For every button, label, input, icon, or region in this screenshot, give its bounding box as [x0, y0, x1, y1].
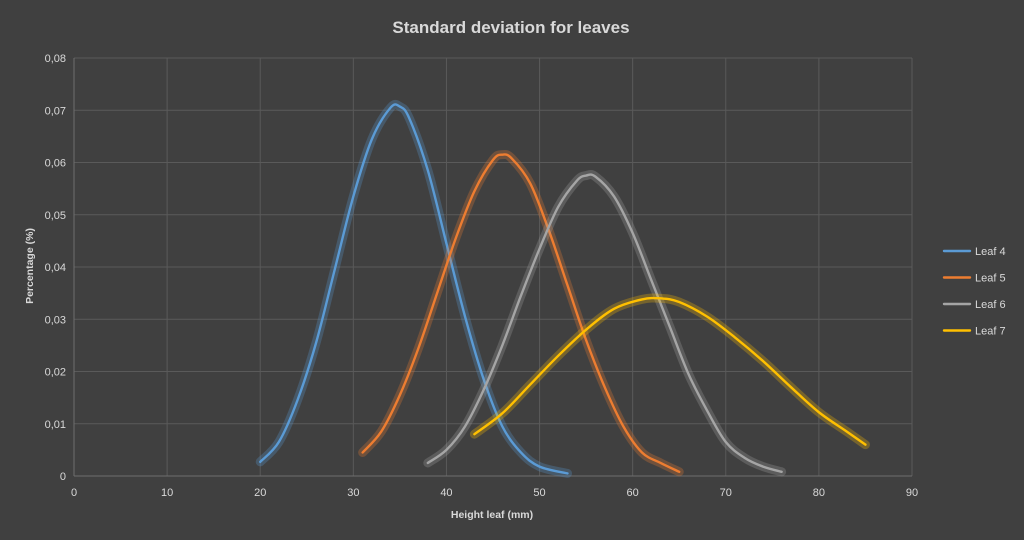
x-tick-label: 60 [627, 487, 639, 499]
series-line-leaf-7 [473, 296, 867, 446]
x-tick-label: 70 [720, 487, 732, 499]
x-tick-label: 30 [347, 487, 359, 499]
series-line-leaf-5 [361, 153, 681, 474]
x-tick-label: 50 [533, 487, 545, 499]
legend-label-leaf-6: Leaf 6 [975, 299, 1006, 311]
y-axis: 0 0,01 0,02 0,03 0,04 0,05 0,06 0,07 0,08 [45, 53, 75, 483]
y-tick-label: 0,07 [45, 105, 66, 117]
legend-label-leaf-7: Leaf 7 [975, 326, 1006, 338]
x-axis-title: Height leaf (mm) [451, 509, 533, 521]
series-line-leaf-6 [426, 173, 783, 474]
y-tick-label: 0,03 [45, 314, 66, 326]
gridlines [74, 57, 913, 476]
x-tick-label: 0 [71, 487, 77, 499]
y-tick-label: 0 [60, 471, 66, 483]
y-tick-label: 0,02 [45, 367, 66, 379]
x-tick-label: 40 [440, 487, 452, 499]
x-tick-label: 10 [161, 487, 173, 499]
series-line-leaf-4 [259, 103, 569, 475]
y-axis-title: Percentage (%) [24, 228, 36, 304]
x-tick-label: 20 [254, 487, 266, 499]
x-axis: 0 10 20 30 40 50 60 70 80 90 [71, 475, 918, 499]
y-tick-label: 0,05 [45, 210, 66, 222]
plot-series [255, 99, 870, 478]
x-tick-label: 80 [813, 487, 825, 499]
legend-label-leaf-4: Leaf 4 [975, 246, 1006, 258]
chart-title: Standard deviation for leaves [392, 18, 629, 37]
legend: Leaf 4 Leaf 5 Leaf 6 Leaf 7 [942, 246, 1006, 338]
y-tick-label: 0,01 [45, 419, 66, 431]
y-tick-label: 0,08 [45, 53, 66, 65]
legend-label-leaf-5: Leaf 5 [975, 273, 1006, 285]
y-tick-label: 0,06 [45, 158, 66, 170]
x-tick-label: 90 [906, 487, 918, 499]
y-tick-label: 0,04 [45, 262, 66, 274]
